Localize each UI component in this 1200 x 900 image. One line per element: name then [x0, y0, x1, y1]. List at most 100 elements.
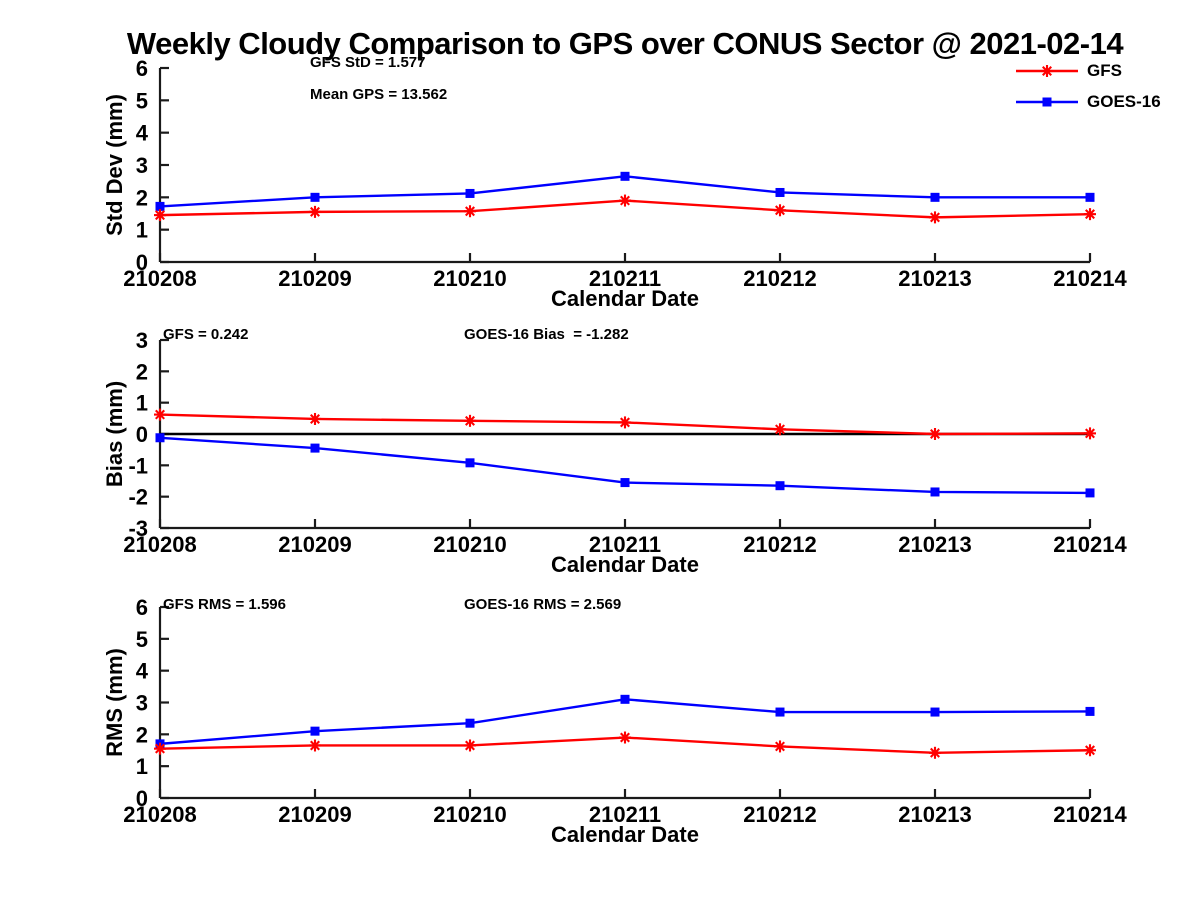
x-tick-label: 210208	[123, 532, 196, 557]
x-axis: 210208 210209 210210 210211 210212 210213 2102…	[123, 789, 1127, 827]
square-marker	[465, 718, 475, 728]
x-tick-label: 210210	[433, 532, 506, 557]
asterisk-marker	[465, 740, 475, 751]
square-marker	[930, 707, 940, 717]
y-tick-label: 1	[136, 218, 148, 243]
y-axis: 0 1 2 3 4 5 6	[136, 595, 169, 811]
series-goes-16	[155, 171, 1095, 211]
square-marker	[620, 694, 630, 704]
y-axis-label: Bias (mm)	[102, 381, 127, 487]
y-tick-label: 1	[136, 391, 148, 416]
asterisk-marker	[930, 429, 940, 439]
x-axis-label: Calendar Date	[551, 552, 699, 577]
y-tick-label: 4	[136, 659, 149, 684]
y-tick-label: 3	[136, 691, 148, 716]
x-tick-label: 210212	[743, 802, 816, 827]
square-marker	[775, 707, 785, 717]
square-marker	[930, 487, 940, 497]
x-tick-label: 210214	[1053, 266, 1127, 291]
series-gfs	[154, 408, 1096, 440]
annotation-mean-gps: Mean GPS = 13.562	[310, 86, 448, 103]
x-tick-label: 210208	[123, 802, 196, 827]
asterisk-marker	[1042, 66, 1052, 76]
y-tick-label: -3	[128, 516, 148, 541]
square-marker	[1085, 192, 1095, 202]
y-tick-label: 0	[136, 422, 148, 447]
square-marker	[620, 478, 630, 488]
annotation-goes-rms: GOES-16 RMS = 2.569	[464, 596, 622, 613]
y-axis: 0 1 2 3 4 5 6	[136, 56, 169, 275]
x-tick-label: 210214	[1053, 532, 1127, 557]
y-tick-label: 5	[136, 627, 148, 652]
legend-item-gfs: GFS	[1014, 61, 1122, 80]
y-tick-label: -1	[128, 453, 148, 478]
square-marker	[775, 187, 785, 197]
square-marker	[1085, 488, 1095, 498]
asterisk-marker	[1085, 209, 1095, 220]
asterisk-marker	[775, 205, 785, 216]
square-marker	[310, 726, 320, 736]
series-gfs	[154, 194, 1096, 224]
x-tick-label: 210213	[898, 802, 971, 827]
x-tick-label: 210209	[278, 802, 351, 827]
asterisk-marker-icon	[1016, 65, 1078, 77]
annotation-gfs-rms: GFS RMS = 1.596	[163, 596, 286, 613]
square-marker	[465, 458, 475, 468]
square-marker	[310, 192, 320, 202]
y-tick-label: 2	[136, 722, 148, 747]
square-marker	[620, 171, 630, 181]
y-tick-label: 1	[136, 754, 148, 779]
y-tick-label: 0	[136, 786, 148, 811]
series-gfs	[154, 731, 1096, 759]
x-tick-label: 210213	[898, 266, 971, 291]
y-axis-label: RMS (mm)	[102, 648, 127, 757]
asterisk-marker	[310, 413, 320, 424]
annotation-gfs-bias: GFS = 0.242	[163, 326, 249, 343]
asterisk-marker	[1085, 745, 1095, 756]
asterisk-marker	[775, 424, 785, 435]
annotation-goes-bias: GOES-16 Bias = -1.282	[464, 326, 629, 343]
asterisk-marker	[155, 409, 165, 420]
asterisk-marker	[930, 212, 940, 223]
x-tick-label: 210209	[278, 266, 351, 291]
asterisk-marker	[155, 210, 165, 221]
y-tick-label: 5	[136, 88, 148, 113]
y-tick-label: 4	[136, 121, 149, 146]
x-tick-label: 210212	[743, 266, 816, 291]
x-tick-label: 210211	[589, 266, 661, 291]
square-marker-icon	[1016, 97, 1078, 107]
x-axis: 210208 210209 210210 210211 210212 210213 2102…	[123, 253, 1127, 291]
y-axis-label: Std Dev (mm)	[102, 94, 127, 236]
x-tick-label: 210213	[898, 532, 971, 557]
series-goes-16	[155, 433, 1095, 498]
x-tick-label: 210212	[743, 532, 816, 557]
x-tick-label: 210211	[589, 532, 661, 557]
y-tick-label: 6	[136, 595, 148, 620]
asterisk-marker	[775, 741, 785, 752]
x-tick-label: 210208	[123, 266, 196, 291]
square-marker	[1042, 97, 1052, 107]
page-title: Weekly Cloudy Comparison to GPS over CON…	[126, 26, 1124, 61]
legend-label-goes16: GOES-16	[1087, 92, 1161, 111]
asterisk-marker	[310, 206, 320, 217]
square-marker	[310, 443, 320, 453]
asterisk-marker	[620, 732, 630, 743]
asterisk-marker	[465, 206, 475, 217]
asterisk-marker	[1085, 428, 1095, 439]
x-tick-label: 210209	[278, 532, 351, 557]
y-tick-label: 0	[136, 250, 148, 275]
asterisk-marker	[310, 740, 320, 751]
annotation-gfs-std: GFS StD = 1.577	[310, 54, 426, 71]
x-axis: 210208 210209 210210 210211 210212 210213 2102…	[123, 519, 1127, 557]
asterisk-marker	[930, 747, 940, 758]
square-marker	[155, 201, 165, 211]
square-marker	[1085, 706, 1095, 716]
y-tick-label: 2	[136, 359, 148, 384]
y-tick-label: 3	[136, 153, 148, 178]
legend-label-gfs: GFS	[1087, 61, 1122, 80]
x-tick-label: 210210	[433, 266, 506, 291]
asterisk-marker	[465, 415, 475, 426]
